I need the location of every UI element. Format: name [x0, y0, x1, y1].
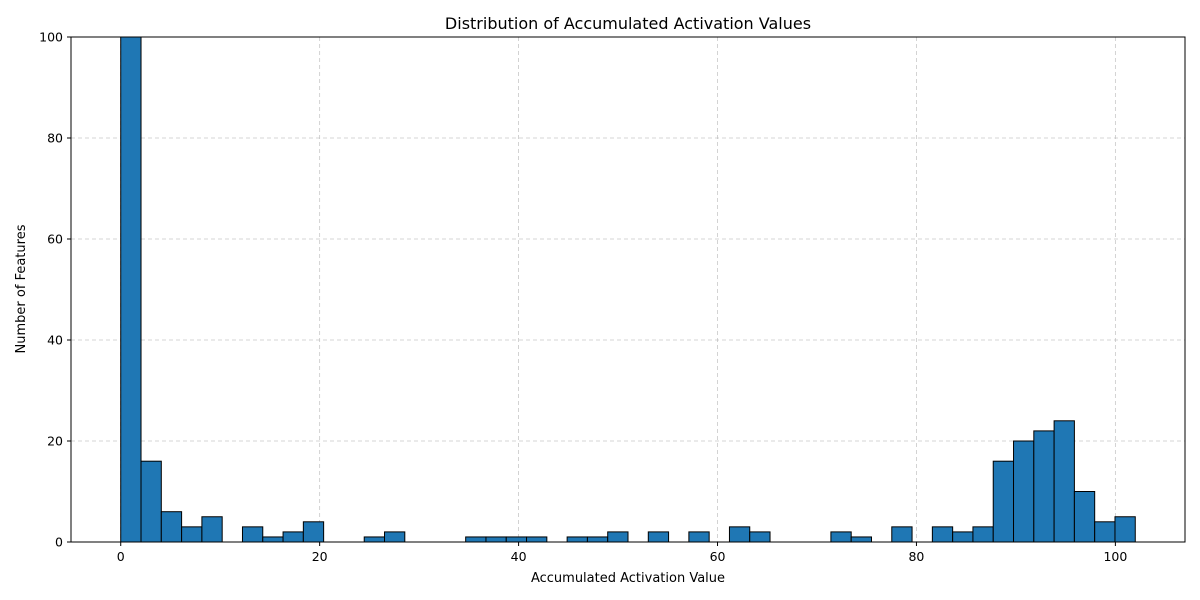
- chart-title: Distribution of Accumulated Activation V…: [445, 14, 811, 33]
- histogram-bar: [140, 460, 162, 543]
- x-tick-label: 40: [511, 549, 527, 564]
- histogram-bar: [830, 531, 852, 543]
- y-tick-label: 80: [47, 131, 63, 146]
- histogram-bar: [160, 511, 183, 543]
- x-tick-label: 100: [1103, 549, 1127, 564]
- histogram-bar: [505, 536, 528, 543]
- y-tick-label: 60: [47, 232, 63, 247]
- histogram-bar: [688, 531, 710, 543]
- histogram-bar: [972, 526, 994, 543]
- histogram-bar: [749, 531, 771, 543]
- y-axis-label: Number of Features: [14, 224, 29, 353]
- histogram-bar: [931, 526, 954, 543]
- histogram-bar: [241, 526, 264, 543]
- histogram-bar: [384, 531, 406, 543]
- y-tick-label: 100: [39, 30, 63, 45]
- histogram-bar: [262, 536, 284, 543]
- histogram-bar: [850, 536, 872, 543]
- histogram-bar: [607, 531, 629, 543]
- axis-ticks: 0 20 40 60 80 100 0 20 40 60 80 100: [39, 30, 1127, 565]
- histogram-bar: [952, 531, 974, 543]
- histogram-bar: [566, 536, 588, 543]
- histogram-bar: [1033, 430, 1055, 543]
- histogram-bar: [363, 536, 386, 543]
- x-tick-label: 80: [908, 549, 924, 564]
- histogram-bar: [120, 36, 142, 543]
- histogram-bar: [586, 536, 609, 543]
- histogram-bar: [1114, 516, 1136, 543]
- histogram-bar: [647, 531, 670, 543]
- histogram-bar: [1013, 440, 1035, 543]
- histogram-bar: [282, 531, 304, 543]
- histogram-bar: [201, 516, 223, 543]
- plot-frame: [70, 36, 1186, 543]
- x-tick-label: 60: [710, 549, 726, 564]
- x-tick-label: 20: [312, 549, 328, 564]
- histogram-bar: [465, 536, 487, 543]
- y-tick-label: 40: [47, 333, 63, 348]
- histogram-bar: [992, 460, 1015, 543]
- x-tick-label: 0: [117, 549, 125, 564]
- histogram-bar: [1094, 521, 1116, 543]
- histogram-bar: [526, 536, 548, 543]
- histogram-bars: [120, 36, 1136, 543]
- histogram-bar: [1073, 491, 1096, 543]
- x-axis-label: Accumulated Activation Value: [531, 571, 725, 586]
- histogram-bar: [485, 536, 507, 543]
- histogram-bar: [1053, 420, 1075, 543]
- histogram-bar: [891, 526, 913, 543]
- histogram-bar: [181, 526, 203, 543]
- y-tick-label: 0: [55, 535, 63, 550]
- histogram-bar: [302, 521, 325, 543]
- y-tick-label: 20: [47, 434, 63, 449]
- histogram-bar: [728, 526, 751, 543]
